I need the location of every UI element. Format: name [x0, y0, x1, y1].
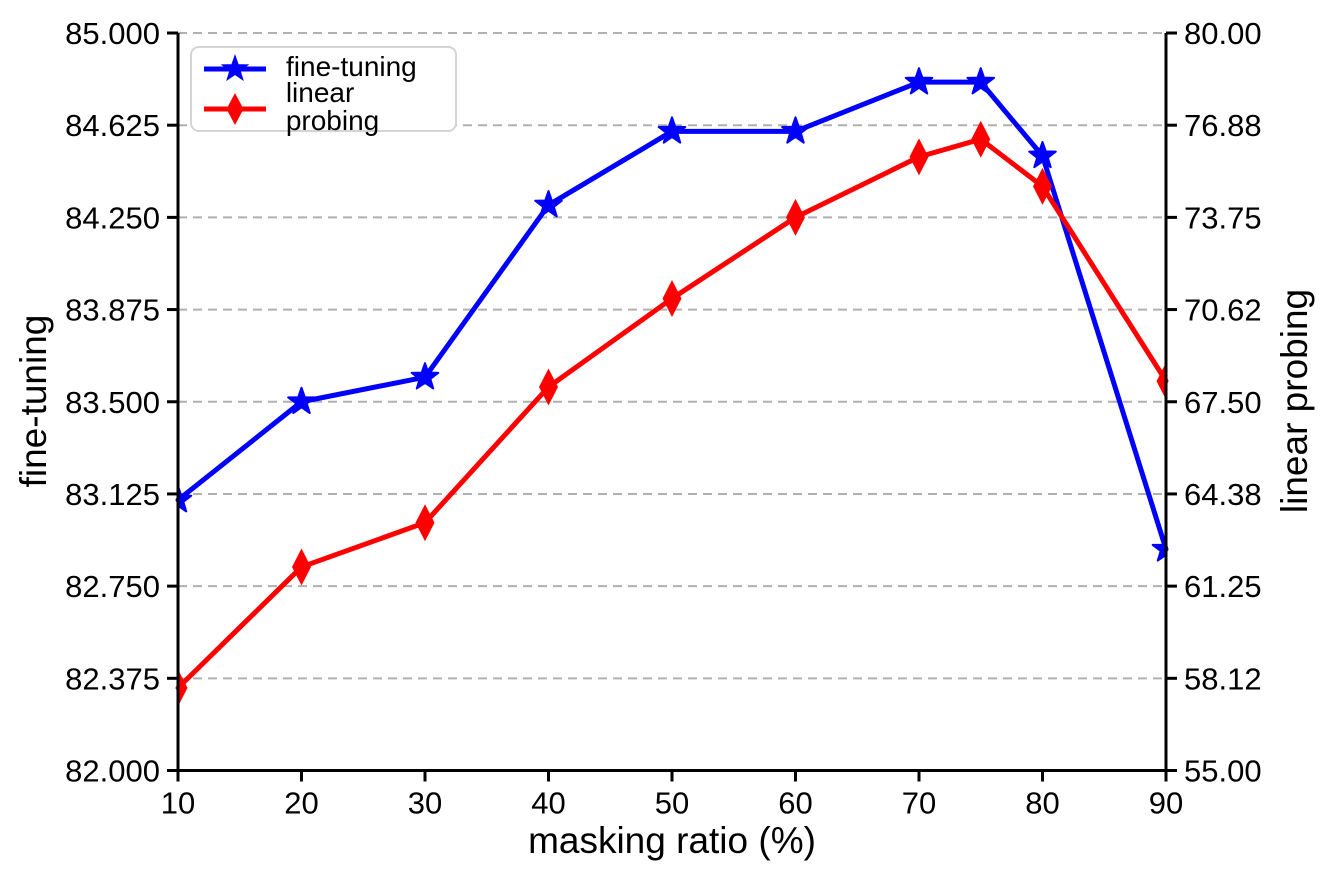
- x-tick-label: 50: [655, 786, 689, 821]
- data-point-marker: [1151, 534, 1166, 562]
- x-tick-label: 30: [408, 786, 442, 821]
- y-right-tick-label: 76.88: [1184, 108, 1262, 143]
- y-right-tick-label: 61.25: [1184, 569, 1262, 604]
- x-tick-label: 80: [1025, 786, 1059, 821]
- star-marker-icon: [204, 53, 266, 82]
- y-right-tick-label: 64.38: [1184, 477, 1262, 512]
- y-left-tick-label: 82.375: [65, 661, 160, 696]
- x-tick-label: 20: [284, 786, 318, 821]
- x-tick-label: 70: [902, 786, 936, 821]
- data-point-marker: [178, 669, 188, 707]
- legend-label: fine-tuning: [286, 51, 417, 82]
- fine-tuning-line: [175, 79, 1169, 552]
- linear-probing-line: [175, 136, 1169, 691]
- y-axis-title-left: fine-tuning: [13, 314, 54, 488]
- y-right-tick-label: 73.75: [1184, 200, 1262, 235]
- y-left-tick-label: 85.000: [65, 16, 160, 51]
- legend-entry: fine-tuning: [202, 50, 455, 88]
- legend: fine-tuning linear probing: [190, 46, 457, 135]
- x-tick-label: 90: [1149, 786, 1183, 821]
- legend-entry: linear probing: [202, 79, 455, 135]
- y-right-tick-label: 80.00: [1184, 16, 1262, 51]
- y-left-tick-label: 84.250: [65, 200, 160, 235]
- series-linear-probing: [178, 120, 1166, 707]
- y-right-tick-label: 67.50: [1184, 385, 1262, 420]
- y-left-tick-label: 83.125: [65, 477, 160, 512]
- y-left-tick-label: 83.500: [65, 385, 160, 420]
- y-left-tick-label: 83.875: [65, 293, 160, 328]
- diamond-marker-icon: [204, 93, 266, 125]
- x-tick-label: 40: [531, 786, 565, 821]
- y-right-tick-label: 70.62: [1184, 293, 1262, 328]
- y-axis-title-right: linear probing: [1274, 288, 1315, 514]
- y-right-tick-label: 55.00: [1184, 754, 1262, 789]
- legend-label: linear probing: [285, 77, 380, 136]
- x-axis-title: masking ratio (%): [528, 820, 816, 861]
- data-point-marker: [1156, 362, 1166, 400]
- x-tick-label: 10: [161, 786, 195, 821]
- y-left-tick-label: 82.000: [65, 754, 160, 789]
- y-right-tick-label: 58.12: [1184, 661, 1262, 696]
- x-tick-label: 60: [778, 786, 812, 821]
- y-left-tick-label: 82.750: [65, 569, 160, 604]
- y-left-tick-label: 84.625: [65, 108, 160, 143]
- data-point-marker: [178, 485, 193, 513]
